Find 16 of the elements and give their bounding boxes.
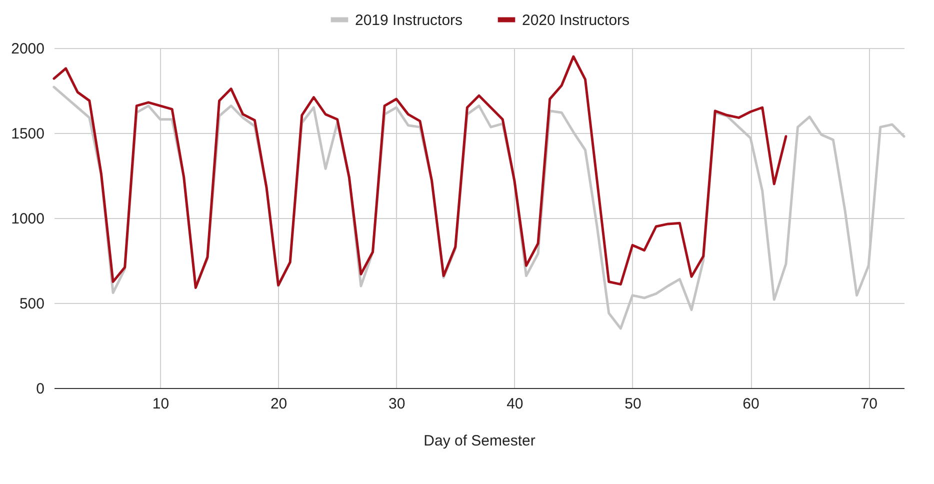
x-tick-label: 70 — [860, 396, 878, 412]
x-axis-title: Day of Semester — [424, 432, 536, 450]
x-tick-label: 60 — [742, 396, 760, 412]
x-tick-label: 40 — [506, 396, 524, 412]
x-tick-label: 20 — [270, 396, 288, 412]
y-tick-label: 2000 — [11, 40, 44, 58]
y-tick-label: 0 — [36, 380, 44, 398]
legend-label: 2019 Instructors — [355, 12, 463, 29]
x-tick-label: 30 — [388, 396, 406, 412]
x-tick-label: 10 — [152, 396, 170, 412]
y-tick-label: 500 — [19, 296, 44, 312]
y-tick-label: 1500 — [11, 126, 44, 142]
legend-label: 2020 Instructors — [522, 12, 630, 29]
y-tick-label: 1000 — [11, 210, 44, 228]
line-series — [52, 55, 788, 289]
x-tick-label: 50 — [624, 396, 642, 412]
